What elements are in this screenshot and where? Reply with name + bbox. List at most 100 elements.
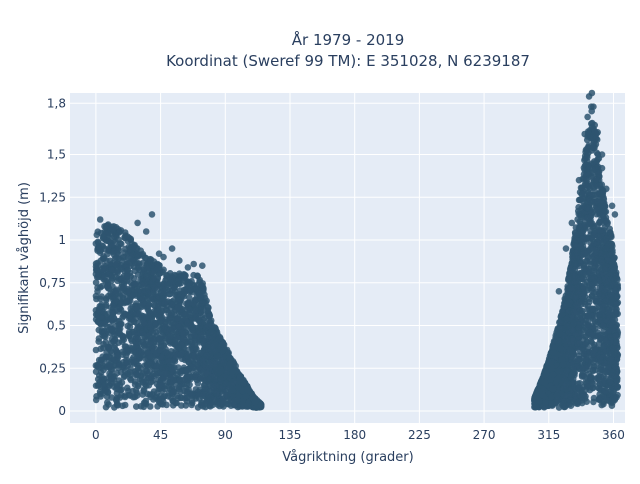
data-point	[162, 386, 169, 393]
data-point	[244, 402, 251, 409]
data-point	[613, 311, 620, 318]
data-point	[164, 272, 171, 279]
data-point	[156, 383, 163, 390]
data-point	[220, 359, 227, 366]
data-point	[117, 240, 124, 247]
data-point	[121, 310, 128, 317]
data-point	[135, 383, 142, 390]
data-point	[208, 329, 215, 336]
data-point	[154, 286, 161, 293]
data-point	[111, 269, 118, 276]
data-point	[116, 229, 123, 236]
data-point	[193, 285, 200, 292]
data-point	[129, 257, 136, 264]
data-point	[167, 352, 174, 359]
data-point	[220, 347, 227, 354]
data-point	[175, 297, 182, 304]
data-point	[163, 371, 170, 378]
data-point	[162, 365, 169, 372]
data-point	[135, 252, 142, 259]
data-point	[120, 295, 127, 302]
data-point	[134, 220, 141, 227]
data-point	[181, 293, 188, 300]
data-point	[204, 370, 211, 377]
data-point	[154, 265, 161, 272]
data-point	[111, 247, 118, 254]
data-point	[206, 313, 213, 320]
data-point	[207, 375, 214, 382]
data-point	[110, 227, 117, 234]
data-point	[108, 316, 115, 323]
data-point	[188, 402, 195, 409]
data-point	[194, 362, 201, 369]
data-point	[95, 376, 102, 383]
data-point	[579, 191, 586, 198]
data-point	[106, 362, 113, 369]
data-point	[588, 338, 595, 345]
data-point	[168, 333, 175, 340]
data-point	[584, 154, 591, 161]
data-point	[124, 233, 131, 240]
data-point	[234, 397, 241, 404]
data-point	[98, 321, 105, 328]
data-point	[173, 400, 180, 407]
data-point	[198, 375, 205, 382]
data-point	[143, 382, 150, 389]
data-point	[105, 293, 112, 300]
data-point	[141, 320, 148, 327]
data-point	[156, 335, 163, 342]
data-point	[118, 392, 125, 399]
data-point	[125, 289, 132, 296]
data-point	[113, 291, 120, 298]
data-point	[97, 296, 104, 303]
data-point	[124, 273, 131, 280]
data-point	[187, 374, 194, 381]
chart-subtitle: Koordinat (Sweref 99 TM): E 351028, N 62…	[166, 52, 530, 70]
data-point	[157, 317, 164, 324]
data-point	[97, 346, 104, 353]
data-point	[217, 400, 224, 407]
data-point	[111, 300, 118, 307]
data-point	[127, 372, 134, 379]
data-point	[105, 384, 112, 391]
data-point	[179, 329, 186, 336]
data-point	[105, 401, 112, 408]
data-point	[195, 316, 202, 323]
data-point	[149, 316, 156, 323]
data-point	[102, 278, 109, 285]
data-point	[158, 309, 165, 316]
data-point	[143, 368, 150, 375]
data-point	[212, 382, 219, 389]
data-point	[603, 397, 610, 404]
data-point	[94, 232, 101, 239]
data-point	[230, 379, 237, 386]
data-point	[169, 245, 176, 252]
data-point	[125, 267, 132, 274]
data-point	[199, 280, 206, 287]
data-point	[114, 381, 121, 388]
data-point	[122, 246, 129, 253]
data-point	[161, 324, 168, 331]
data-point	[124, 359, 131, 366]
data-point	[235, 384, 242, 391]
data-point	[133, 343, 140, 350]
data-point	[205, 342, 212, 349]
data-point	[149, 211, 156, 218]
data-point	[177, 383, 184, 390]
data-point	[181, 376, 188, 383]
data-point	[150, 275, 157, 282]
data-point	[208, 322, 215, 329]
data-point	[147, 309, 154, 316]
data-point	[176, 323, 183, 330]
data-point	[124, 261, 131, 268]
data-point	[115, 354, 122, 361]
data-point	[591, 158, 598, 165]
data-point	[135, 271, 142, 278]
data-point	[185, 286, 192, 293]
data-point	[144, 267, 151, 274]
data-point	[167, 291, 174, 298]
data-point	[185, 366, 192, 373]
data-point	[94, 284, 101, 291]
data-point	[97, 216, 104, 223]
